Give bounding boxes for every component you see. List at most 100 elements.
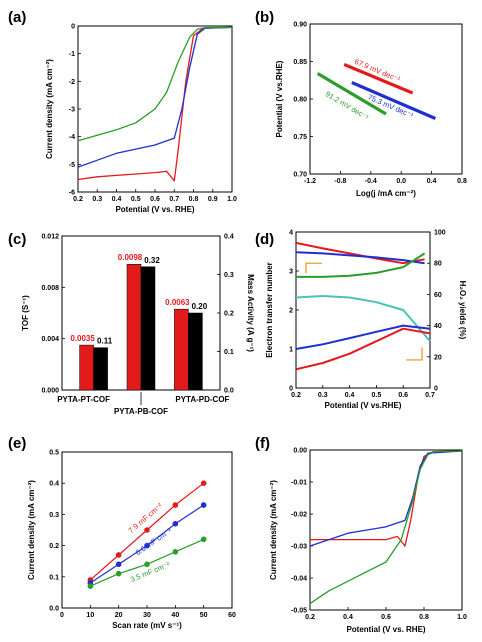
- panel-b-series-red-line: [343, 63, 414, 95]
- y-tick-label-right: 100: [434, 230, 446, 237]
- panel-e-point-blue-2: [115, 561, 122, 568]
- panel-letter-4: (d): [255, 231, 274, 248]
- y-tick-label-right: 60: [434, 292, 442, 299]
- panel-c-data-label-red-2: 0.0098: [118, 253, 143, 262]
- panel-a-series-red-line: [77, 26, 233, 182]
- y-tick-label: 0.1: [49, 574, 59, 581]
- panel-c-bar-red-3: [174, 308, 189, 391]
- x-tick-label: 0.4: [343, 614, 353, 621]
- panel-a-y-axis-label: Current density (mA cm⁻²): [45, 59, 54, 159]
- panel-b-slope-label-green: 91.2 mV dec⁻¹: [324, 89, 371, 122]
- x-tick-label: 0.4: [345, 392, 355, 399]
- x-tick-label: 0.9: [208, 196, 218, 203]
- panel-d-series-green-left-line: [296, 252, 426, 278]
- y-tick-label-right: 0.4: [224, 234, 234, 241]
- x-tick-label: 20: [115, 612, 123, 619]
- panel-e-y-axis-label: Current density (mA cm⁻²): [27, 480, 36, 580]
- panel-f-y-axis-label: Current density (mA cm⁻²): [269, 480, 278, 580]
- panel-c-category-label-1: PYTA-PT-COF: [57, 395, 110, 404]
- x-tick-label: 0.2: [73, 196, 83, 203]
- panel-e-point-green-4: [172, 549, 179, 555]
- x-tick-label: 0.8: [457, 178, 467, 185]
- panel-e-point-blue-5: [200, 502, 207, 508]
- panel-a-series-green-line: [77, 26, 233, 142]
- y-tick-label: 0.4: [49, 481, 59, 488]
- panel-letter-2: (b): [255, 9, 274, 26]
- y-tick-label: 0.2: [49, 543, 59, 550]
- panel-b-x-axis-label: Log(j /mA cm⁻²): [356, 189, 416, 198]
- panel-a-series-blue-line: [77, 26, 233, 168]
- x-tick-label: 0.3: [92, 196, 102, 203]
- x-tick-label: 0.2: [305, 614, 315, 621]
- panel-e-point-red-2: [115, 552, 122, 558]
- x-tick-label: -1.2: [304, 178, 316, 185]
- panel-d-y-axis-label: Electron transfer number: [265, 262, 274, 358]
- panel-c-bar-red-1: [79, 344, 94, 391]
- panel-letter-6: (f): [255, 435, 270, 452]
- panel-e-point-green-5: [200, 536, 207, 543]
- x-tick-label: 30: [143, 612, 151, 619]
- y-tick-label: -0.02: [291, 512, 307, 519]
- panel-c-data-label-black-1: 0.11: [97, 337, 113, 346]
- y-tick-label-right: 20: [434, 354, 442, 361]
- y-tick-label-right: 0.2: [224, 311, 234, 318]
- y-tick-label: 0.004: [41, 336, 59, 343]
- panel-a-x-axis-label: Potential (V vs. RHE): [115, 205, 194, 214]
- x-tick-label: 0.5: [372, 392, 382, 399]
- x-tick-label: 1.0: [457, 614, 467, 621]
- y-tick-label: 0: [71, 24, 75, 31]
- panel-d-series-red-right-line: [295, 327, 431, 371]
- y-tick-label: 0.008: [41, 285, 59, 292]
- panel-letter-1: (a): [8, 9, 26, 26]
- panel-d-series-blue-right-line: [295, 324, 431, 350]
- x-tick-label: 40: [171, 612, 179, 619]
- panel-e-point-red-4: [172, 502, 179, 508]
- panel-d-series-blue-left-line: [295, 251, 425, 265]
- panel-f-axes: [309, 449, 463, 611]
- y-tick-label: 0.000: [41, 388, 59, 395]
- x-tick-label: 60: [228, 612, 236, 619]
- x-tick-label: -0.8: [334, 178, 346, 185]
- x-tick-label: 0.8: [189, 196, 199, 203]
- x-tick-label: 0.5: [131, 196, 141, 203]
- x-tick-label: 0.6: [398, 392, 408, 399]
- y-tick-label: 0.75: [293, 134, 307, 141]
- y-tick-label-right: 0.0: [224, 388, 234, 395]
- panel-c-y-axis-label-right: Mass Activity (A g⁻¹): [246, 274, 255, 352]
- panel-b-series-blue-line: [351, 81, 437, 120]
- y-tick-label: -0.01: [291, 480, 307, 487]
- panel-e-point-green-2: [115, 570, 122, 577]
- x-tick-label: 0.4: [112, 196, 122, 203]
- panel-letter-5: (e): [8, 435, 26, 452]
- x-tick-label: 0: [60, 612, 64, 619]
- panel-e-point-green-1: [87, 583, 94, 589]
- y-tick-label: 0.80: [293, 97, 307, 104]
- y-tick-label: -4: [69, 134, 75, 141]
- y-tick-label-right: 0: [434, 386, 438, 393]
- panel-c-data-label-red-3: 0.0063: [165, 298, 190, 307]
- x-tick-label: 50: [200, 612, 208, 619]
- panel-d-left-axis-indicator: [305, 262, 322, 273]
- x-tick-label: 0.6: [381, 614, 391, 621]
- x-tick-label: 0.6: [150, 196, 160, 203]
- panel-e-x-axis-label: Scan rate (mV s⁻¹): [112, 621, 182, 630]
- panel-e-point-blue-4: [172, 520, 179, 527]
- panel-c-category-label-2: PYTA-PB-COF: [114, 407, 168, 416]
- y-tick-label: 2: [289, 308, 293, 315]
- y-tick-label: -0.03: [291, 544, 307, 551]
- panel-f-x-axis-label: Potential (V vs. RHE): [346, 625, 425, 634]
- y-tick-label: -5: [69, 162, 75, 169]
- y-tick-label: 0.70: [293, 172, 307, 179]
- y-tick-label-right: 80: [434, 261, 442, 268]
- panel-c-data-label-black-2: 0.32: [144, 256, 160, 265]
- y-tick-label: 0.0: [49, 606, 59, 613]
- x-tick-label: -0.4: [365, 178, 377, 185]
- y-tick-label: 0.85: [293, 59, 307, 66]
- panel-f-series-blue-line: [309, 450, 463, 547]
- x-tick-label: 0.7: [169, 196, 179, 203]
- y-tick-label: -3: [69, 107, 75, 114]
- panel-c-bar-black-1: [93, 347, 108, 391]
- y-tick-label: -2: [69, 79, 75, 86]
- x-tick-label: 10: [86, 612, 94, 619]
